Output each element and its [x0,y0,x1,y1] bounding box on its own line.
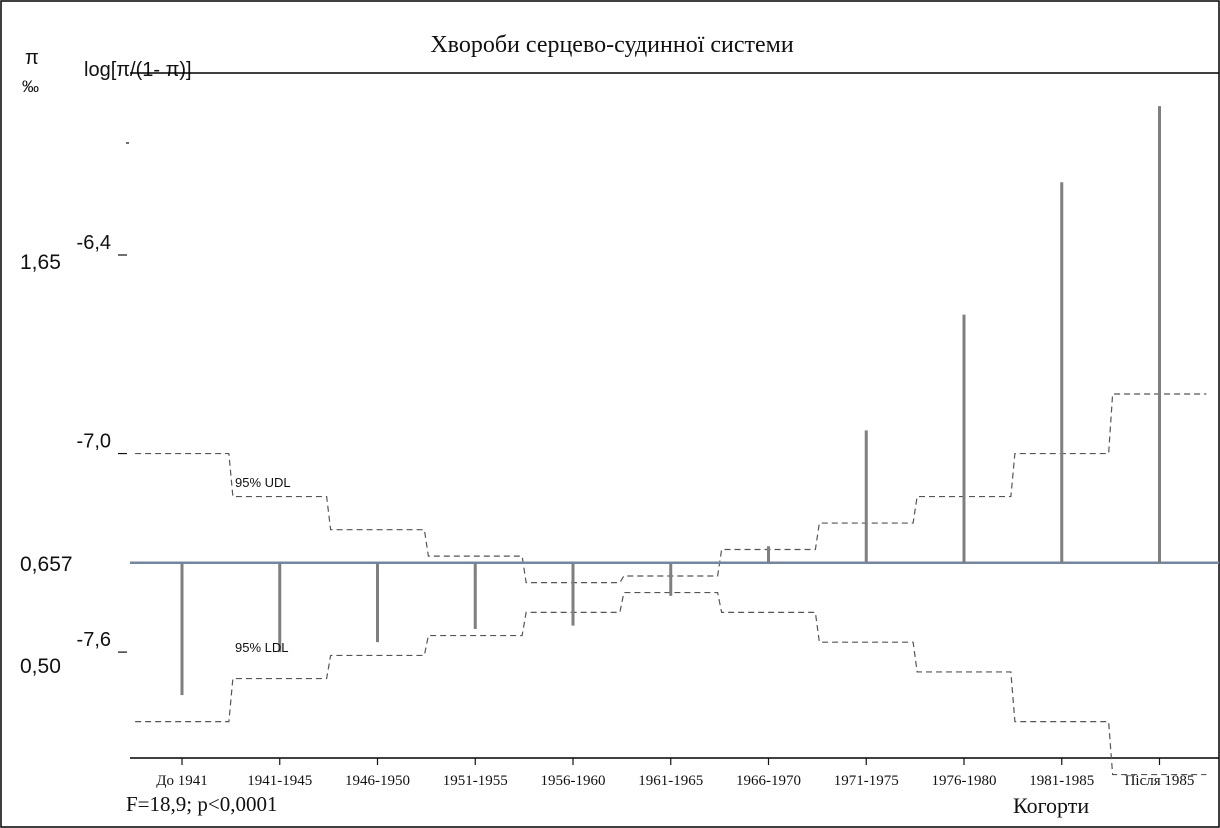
x-axis-title: Когорти [1013,793,1089,818]
x-ticks: До 1941 1941-1945 1946-1950 1951-1955 1956-1… [156,758,1194,789]
ldl-label: 95% LDL [235,640,288,655]
logit-axis-label: log[π/(1- π)] [84,59,192,81]
pi-ticks: 1,65 0,657 0,50 [20,251,73,678]
pi-tick-label-2: 0,50 [20,655,61,678]
x-tick-label-0: До 1941 [156,773,207,789]
x-tick-label-10: Після 1985 [1125,773,1195,789]
pi-axis-symbol: π [25,47,39,69]
x-tick-label-2: 1946-1950 [345,773,410,789]
pi-tick-label-1: 0,657 [20,553,73,576]
x-tick-label-9: 1981-1985 [1029,773,1094,789]
y-tick-label-2: -7,6 [77,629,111,651]
pi-axis-unit: ‰ [22,77,39,96]
y-tick-label-1: -7,0 [77,431,111,453]
pi-tick-label-0: 1,65 [20,251,61,274]
footer-stat: F=18,9; p<0,0001 [126,792,277,816]
plot-frame [130,72,1219,759]
x-tick-label-3: 1951-1955 [443,773,508,789]
ldl-line [135,591,1207,776]
x-tick-label-8: 1976-1980 [932,773,997,789]
x-tick-label-1: 1941-1945 [247,773,312,789]
x-tick-label-4: 1956-1960 [541,773,606,789]
x-tick-label-6: 1966-1970 [736,773,801,789]
x-tick-label-5: 1961-1965 [638,773,703,789]
x-tick-label-7: 1971-1975 [834,773,899,789]
udl-label: 95% UDL [235,475,291,490]
y-tick-label-0: -6,4 [77,232,111,254]
chart-title: Хвороби серцево-судинної системи [430,32,794,58]
y-ticks: -6,4 -7,0 -7,6 [77,142,129,653]
bars [180,106,1161,696]
